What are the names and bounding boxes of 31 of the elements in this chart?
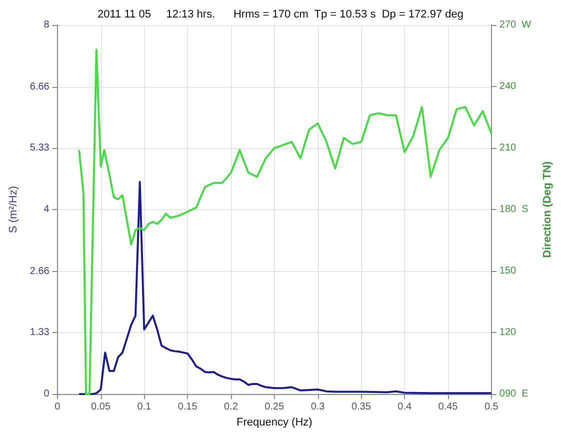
y-tick-label: 8 xyxy=(44,20,50,30)
x-tick-label: 0.5 xyxy=(484,402,499,413)
x-tick-label: 0 xyxy=(54,402,61,413)
x-tick-label: 0.1 xyxy=(137,402,152,413)
line-series xyxy=(78,48,492,396)
y-tick-label: 2.66 xyxy=(30,266,50,277)
y2-tick-label: 090 E xyxy=(499,388,529,400)
y2-tick-label: 270 W xyxy=(499,20,532,30)
x-tick-label: 0.45 xyxy=(438,402,458,413)
x-tick-label: 0.4 xyxy=(398,402,412,413)
y-tick-label: 6.66 xyxy=(30,81,50,92)
y2-tick-label: 180 S xyxy=(499,204,529,216)
x-axis-title: Frequency (Hz) xyxy=(236,416,312,428)
x-tick-label: 0.15 xyxy=(178,402,198,413)
y2-tick-label: 240 xyxy=(499,81,517,92)
x-tick-label: 0.05 xyxy=(91,402,111,413)
x-tick-label: 0.35 xyxy=(351,402,372,413)
y2-axis-title: Direction (Deg TN) xyxy=(542,160,554,258)
y2-tick-label: 120 xyxy=(499,327,517,338)
y2-tick-label: 150 xyxy=(499,266,517,277)
x-tick-label: 0.2 xyxy=(224,402,238,413)
y2-tick-label: 210 xyxy=(499,142,517,154)
x-tick-label: 0.25 xyxy=(264,402,285,413)
y-tick-label: 0 xyxy=(44,388,50,400)
chart-title: 2011 11 05 12:13 hrs. Hrms = 170 cm Tp = 10.53 s Dp = 172.97 deg xyxy=(98,8,464,20)
y-tick-label: 5.33 xyxy=(30,142,50,154)
y-tick-label: 4 xyxy=(44,204,50,216)
y-tick-label: 1.33 xyxy=(30,327,50,338)
x-tick-label: 0.3 xyxy=(310,402,326,413)
line-series xyxy=(78,180,492,396)
y-axis-title: S (m²/Hz) xyxy=(8,186,20,234)
